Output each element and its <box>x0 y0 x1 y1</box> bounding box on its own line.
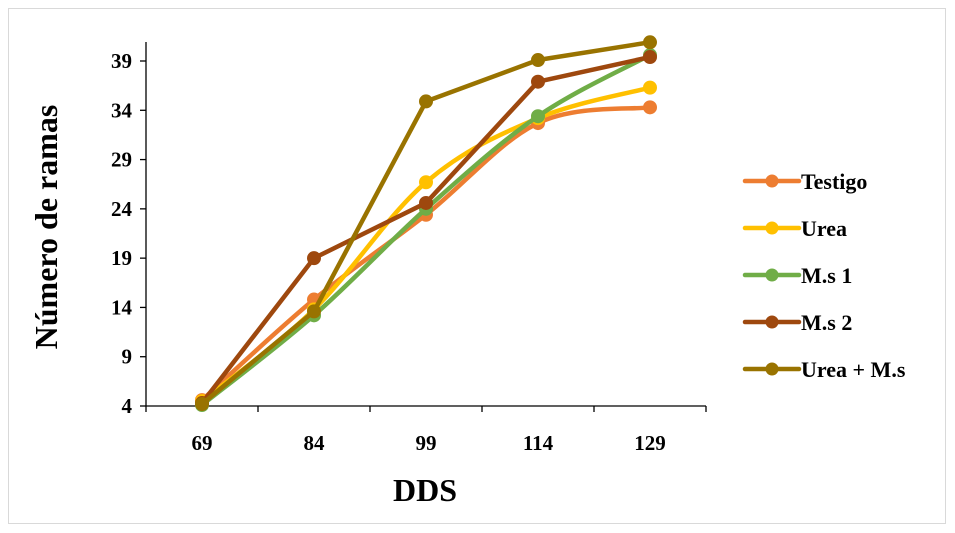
legend-item: M.s 2 <box>742 310 852 335</box>
x-tick-label: 84 <box>304 431 326 455</box>
legend-swatch-marker <box>765 362 779 376</box>
data-point <box>643 50 657 65</box>
legend-item: Testigo <box>742 169 867 194</box>
legend-item: Urea <box>742 216 847 241</box>
x-tick-label: 114 <box>523 431 554 455</box>
series-urea-m-s <box>195 35 657 412</box>
legend-label: Testigo <box>801 169 867 194</box>
series-testigo <box>195 100 657 408</box>
legend: Testigo Urea M.s 1 M.s 2 Urea + M.s <box>742 169 906 382</box>
legend-label: Urea <box>801 216 847 241</box>
data-point <box>419 94 433 109</box>
legend-item: Urea + M.s <box>742 357 906 382</box>
data-point <box>643 100 657 115</box>
line-chart: Número de ramas DDS 4 9 14 19 24 29 34 39 69 84 9… <box>28 35 906 508</box>
x-tick-label: 129 <box>634 431 666 455</box>
y-tick-labels: 4 9 14 19 24 29 34 39 <box>111 49 133 418</box>
y-tick-label: 39 <box>111 49 132 73</box>
y-tick-label: 29 <box>111 148 132 172</box>
axes <box>140 42 707 412</box>
y-tick-label: 34 <box>111 98 133 122</box>
series-lines <box>195 35 657 413</box>
data-point <box>531 74 545 89</box>
y-tick-label: 9 <box>122 345 133 369</box>
chart-frame: Número de ramas DDS 4 9 14 19 24 29 34 39 69 84 9… <box>8 8 946 524</box>
legend-label: Urea + M.s <box>801 357 906 382</box>
data-point <box>419 175 433 190</box>
legend-label: M.s 2 <box>801 310 852 335</box>
x-tick-label: 99 <box>416 431 437 455</box>
y-axis-title: Número de ramas <box>28 105 64 350</box>
legend-swatch-marker <box>765 268 779 282</box>
x-tick-label: 69 <box>192 431 213 455</box>
data-point <box>307 251 321 266</box>
data-point <box>531 53 545 68</box>
y-tick-label: 24 <box>111 197 133 221</box>
data-point <box>531 109 545 124</box>
legend-swatch-marker <box>765 315 779 329</box>
x-axis-title: DDS <box>393 472 457 508</box>
legend-swatch-marker <box>765 174 779 188</box>
y-tick-label: 4 <box>122 394 133 418</box>
legend-swatch-marker <box>765 221 779 235</box>
series-line <box>199 105 653 403</box>
data-point <box>643 35 657 50</box>
data-point <box>195 397 209 412</box>
data-point <box>643 80 657 95</box>
x-tick-labels: 69 84 99 114 129 <box>192 431 666 455</box>
y-tick-label: 19 <box>111 246 132 270</box>
y-tick-label: 14 <box>111 295 133 319</box>
legend-label: M.s 1 <box>801 263 852 288</box>
legend-item: M.s 1 <box>742 263 852 288</box>
data-point <box>419 195 433 210</box>
data-point <box>307 304 321 319</box>
